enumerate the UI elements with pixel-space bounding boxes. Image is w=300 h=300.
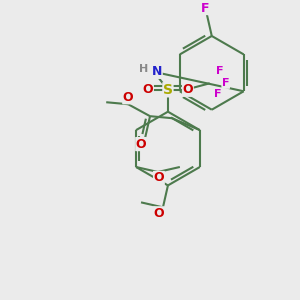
Text: O: O [154, 172, 164, 184]
Text: O: O [136, 138, 146, 151]
Text: F: F [200, 2, 209, 15]
Text: O: O [154, 207, 164, 220]
Text: F: F [214, 89, 221, 99]
Text: F: F [216, 66, 224, 76]
Text: F: F [222, 78, 230, 88]
Text: O: O [182, 83, 193, 96]
Text: O: O [123, 91, 134, 104]
Text: N: N [152, 65, 162, 78]
Text: O: O [143, 83, 153, 96]
Text: S: S [163, 83, 173, 97]
Text: H: H [140, 64, 148, 74]
